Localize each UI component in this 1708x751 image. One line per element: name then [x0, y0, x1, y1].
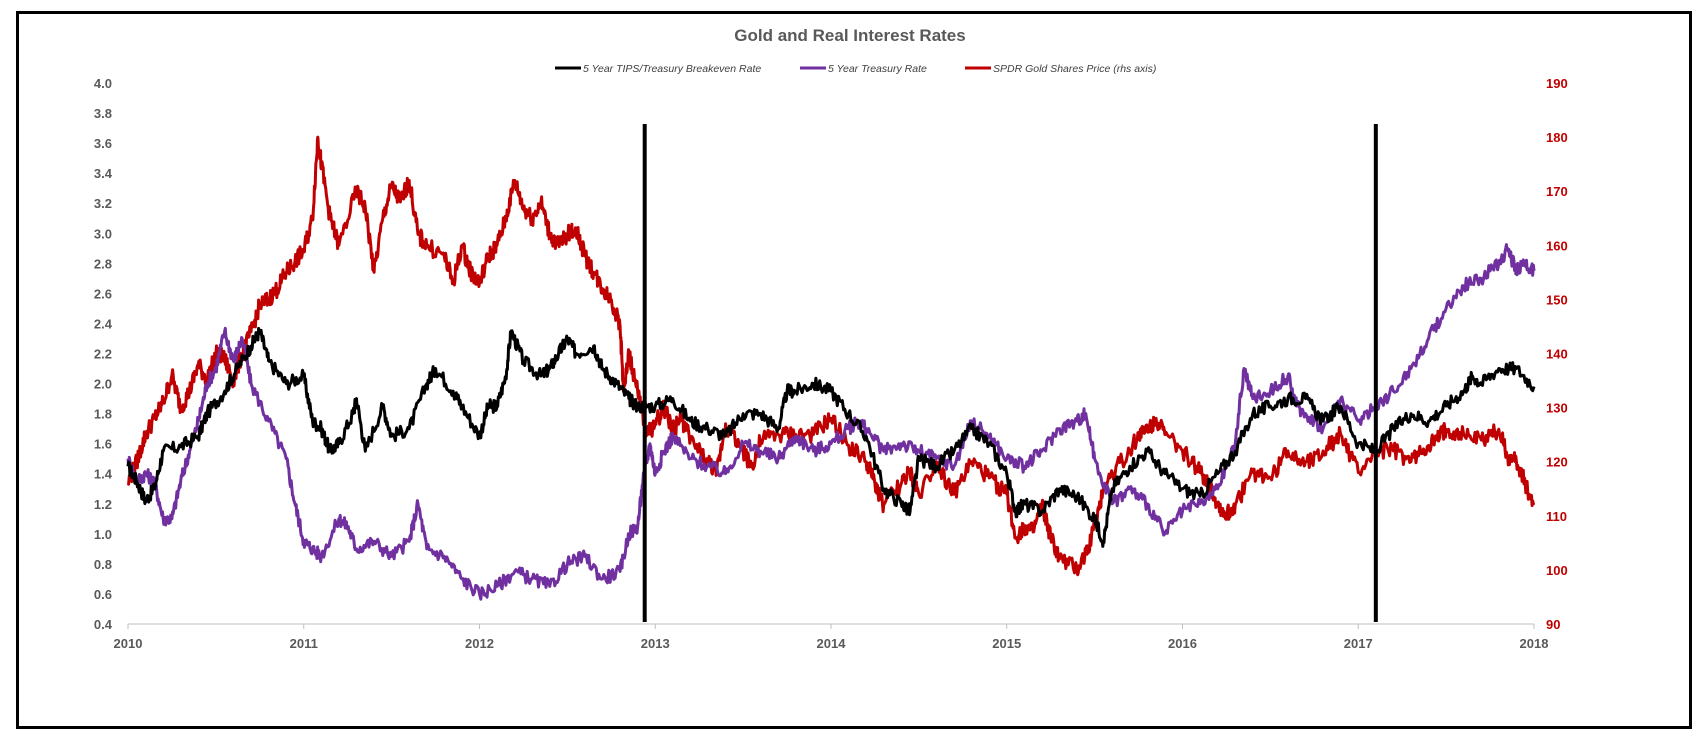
axes: 0.4 0.6 0.8 1.0 1.2 1.4 1.6 1.8 2.0 2.2 2.4 2.6 2.8 3…: [94, 76, 1568, 651]
vertical-markers: [642, 124, 1378, 622]
y-right-tick-label: 190: [1546, 76, 1568, 91]
y-left-tick-label: 2.2: [94, 347, 112, 362]
y-right-tick-label: 150: [1546, 292, 1568, 307]
y-right-tick-label: 130: [1546, 401, 1568, 416]
y-left-tick-label: 1.2: [94, 497, 112, 512]
y-left-tick-label: 3.6: [94, 136, 112, 151]
y-right-tick-label: 180: [1546, 130, 1568, 145]
y-right-tick-label: 170: [1546, 184, 1568, 199]
x-tick-label: 2014: [817, 636, 847, 651]
x-tick-label: 2016: [1168, 636, 1197, 651]
y-left-tick-label: 0.6: [94, 587, 112, 602]
legend-entry: 5 Year Treasury Rate: [828, 63, 927, 75]
y-left-tick-label: 1.6: [94, 437, 112, 452]
y-right-tick-label: 160: [1546, 238, 1568, 253]
x-tick-label: 2018: [1520, 636, 1549, 651]
legend-entry: 5 Year TIPS/Treasury Breakeven Rate: [583, 63, 761, 75]
chart-frame: [16, 11, 1692, 729]
y-left-tick-label: 2.4: [94, 316, 113, 331]
y-right-tick-label: 140: [1546, 347, 1568, 362]
y-left-tick-label: 3.4: [94, 166, 113, 181]
legend-entry: SPDR Gold Shares Price (rhs axis): [993, 63, 1156, 75]
y-right-tick-label: 120: [1546, 455, 1568, 470]
y-left-tick-label: 1.4: [94, 467, 113, 482]
y-right-tick-label: 110: [1546, 509, 1567, 524]
x-tick-label: 2017: [1344, 636, 1373, 651]
y-left-tick-label: 2.6: [94, 286, 112, 301]
series-line: [126, 326, 1536, 548]
y-left-tick-label: 4.0: [94, 76, 112, 91]
x-tick-label: 2010: [114, 636, 143, 651]
y-left-tick-label: 3.8: [94, 106, 112, 121]
y-left-tick-label: 1.0: [94, 527, 112, 542]
x-tick-label: 2013: [641, 636, 670, 651]
legend: 5 Year TIPS/Treasury Breakeven Rate 5 Yea…: [555, 63, 1156, 75]
y-left-tick-label: 0.8: [94, 557, 112, 572]
y-left-tick-label: 2.0: [94, 377, 112, 392]
series-group: [126, 135, 1536, 601]
y-left-tick-label: 1.8: [94, 407, 112, 422]
y-left-tick-label: 3.0: [94, 226, 112, 241]
y-right-tick-label: 100: [1546, 563, 1568, 578]
x-tick-label: 2012: [465, 636, 494, 651]
y-right-tick-label: 90: [1546, 617, 1560, 632]
y-left-tick-label: 0.4: [94, 617, 113, 632]
chart-title: Gold and Real Interest Rates: [734, 26, 965, 45]
x-tick-label: 2011: [290, 636, 318, 651]
series-line: [126, 243, 1536, 601]
series-line: [126, 135, 1536, 577]
x-tick-label: 2015: [992, 636, 1021, 651]
y-left-tick-label: 2.8: [94, 256, 112, 271]
y-left-tick-label: 3.2: [94, 196, 112, 211]
